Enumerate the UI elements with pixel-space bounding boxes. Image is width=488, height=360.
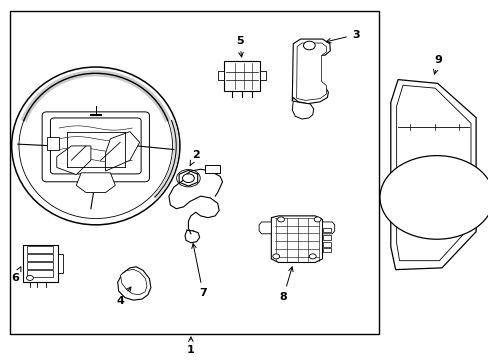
Polygon shape <box>396 85 470 261</box>
Circle shape <box>26 275 33 280</box>
Circle shape <box>303 41 315 50</box>
Bar <box>205 165 220 173</box>
Polygon shape <box>390 80 475 270</box>
Polygon shape <box>296 43 326 100</box>
Polygon shape <box>179 170 197 186</box>
Polygon shape <box>118 267 151 300</box>
Polygon shape <box>121 269 147 295</box>
Circle shape <box>309 254 316 259</box>
Bar <box>58 253 62 273</box>
Text: 4: 4 <box>116 287 131 306</box>
Polygon shape <box>292 101 313 119</box>
Circle shape <box>314 217 321 222</box>
Polygon shape <box>105 132 140 171</box>
Ellipse shape <box>19 73 172 219</box>
Text: 6: 6 <box>11 267 21 283</box>
Circle shape <box>272 254 279 259</box>
Bar <box>10 12 378 334</box>
Bar <box>26 246 53 253</box>
Polygon shape <box>57 146 91 175</box>
Polygon shape <box>322 222 334 234</box>
Text: 5: 5 <box>235 36 243 57</box>
Polygon shape <box>76 173 115 193</box>
Polygon shape <box>259 222 271 234</box>
Bar <box>322 242 330 247</box>
Bar <box>224 61 260 91</box>
Text: 9: 9 <box>432 55 441 74</box>
Ellipse shape <box>12 67 180 225</box>
Bar <box>322 248 330 252</box>
Bar <box>22 244 58 282</box>
FancyBboxPatch shape <box>50 118 141 174</box>
Polygon shape <box>271 216 322 262</box>
Bar <box>26 262 53 269</box>
Bar <box>47 137 59 149</box>
Circle shape <box>277 217 284 222</box>
Text: 1: 1 <box>186 337 194 355</box>
Text: 8: 8 <box>279 267 292 302</box>
Text: 3: 3 <box>325 30 359 43</box>
Text: 2: 2 <box>190 150 199 165</box>
Bar <box>322 228 330 232</box>
Bar <box>26 254 53 261</box>
Bar <box>322 235 330 239</box>
Circle shape <box>379 156 488 239</box>
Bar <box>260 71 265 80</box>
Text: 7: 7 <box>191 244 206 298</box>
Polygon shape <box>292 39 330 104</box>
FancyBboxPatch shape <box>42 112 149 182</box>
Bar <box>218 71 224 80</box>
Circle shape <box>182 174 194 183</box>
Bar <box>26 270 53 277</box>
